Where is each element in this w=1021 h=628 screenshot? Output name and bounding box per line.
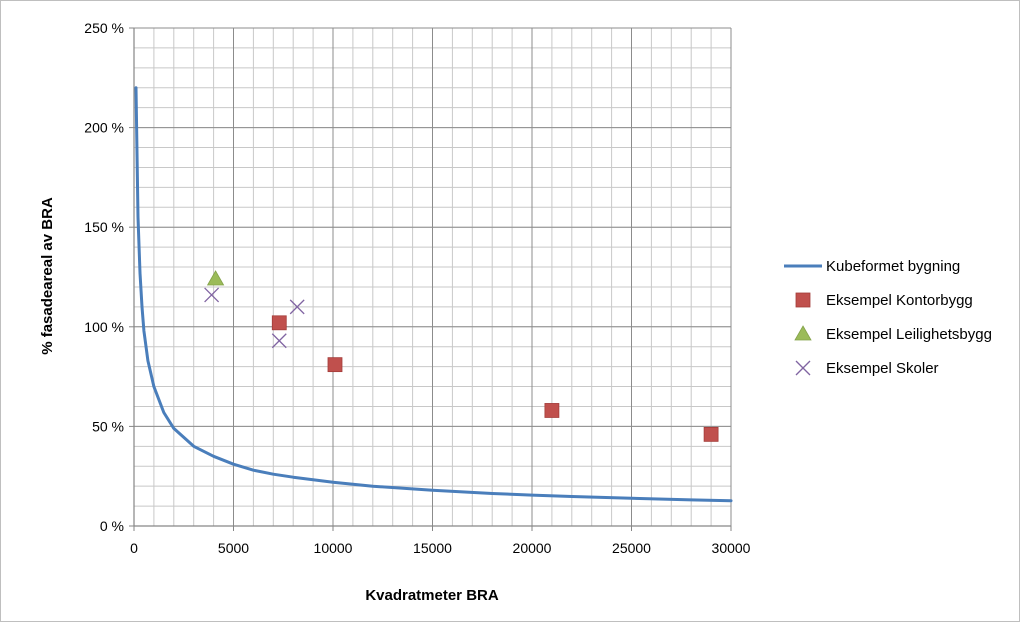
data-point-eksempel-leilighetsbygg: [206, 270, 225, 286]
legend-swatch-marker: [794, 325, 812, 341]
x-tick-label: 30000: [712, 540, 751, 556]
x-tick-label: 0: [130, 540, 138, 556]
legend-item-kubeformet-bygning: Kubeformet bygning: [784, 258, 960, 275]
legend-label: Eksempel Skoler: [826, 360, 939, 377]
legend-label: Eksempel Kontorbygg: [826, 292, 973, 309]
legend-label: Kubeformet bygning: [826, 258, 960, 275]
y-tick-label: 50 %: [92, 418, 124, 434]
x-tick-label: 20000: [513, 540, 552, 556]
legend: Kubeformet bygning Eksempel Kontorbygg Eks…: [784, 258, 992, 377]
x-tick-label: 5000: [218, 540, 249, 556]
y-tick-label: 150 %: [84, 219, 124, 235]
grid: [133, 27, 732, 527]
data-point-eksempel-kontorbygg: [703, 426, 719, 442]
data-point-eksempel-kontorbygg: [327, 357, 343, 373]
legend-item-eksempel-skoler: Eksempel Skoler: [795, 360, 939, 377]
data-point-eksempel-skoler: [271, 333, 287, 349]
axes: 0 5000 10000 15000 20000 25000 30000 0 % 50 % 100…: [84, 20, 750, 556]
data-point-eksempel-kontorbygg: [271, 315, 287, 331]
legend-item-eksempel-kontorbygg: Eksempel Kontorbygg: [795, 292, 973, 309]
x-axis-title: Kvadratmeter BRA: [365, 587, 499, 604]
y-axis-title: % fasadeareal av BRA: [39, 197, 56, 355]
x-tick-label: 10000: [314, 540, 353, 556]
data-point-eksempel-skoler: [289, 299, 305, 315]
x-marker-stroke: [271, 333, 287, 349]
x-marker-stroke: [204, 287, 220, 303]
x-tick-label: 25000: [612, 540, 651, 556]
legend-swatch-marker: [795, 292, 811, 308]
y-tick-label: 0 %: [100, 518, 124, 534]
data-point-eksempel-kontorbygg: [544, 403, 560, 418]
series-line-kubeformet-bygning: [134, 86, 733, 503]
data-point-eksempel-skoler: [204, 287, 220, 303]
series-layer: [134, 86, 733, 503]
x-marker-stroke: [289, 299, 305, 315]
legend-item-eksempel-leilighetsbygg: Eksempel Leilighetsbygg: [794, 325, 992, 343]
legend-swatch-marker: [795, 360, 811, 376]
x-marker-stroke: [795, 360, 811, 376]
legend-label: Eksempel Leilighetsbygg: [826, 326, 992, 343]
y-tick-label: 100 %: [84, 319, 124, 335]
x-tick-label: 15000: [413, 540, 452, 556]
y-tick-label: 250 %: [84, 20, 124, 36]
y-tick-label: 200 %: [84, 120, 124, 136]
